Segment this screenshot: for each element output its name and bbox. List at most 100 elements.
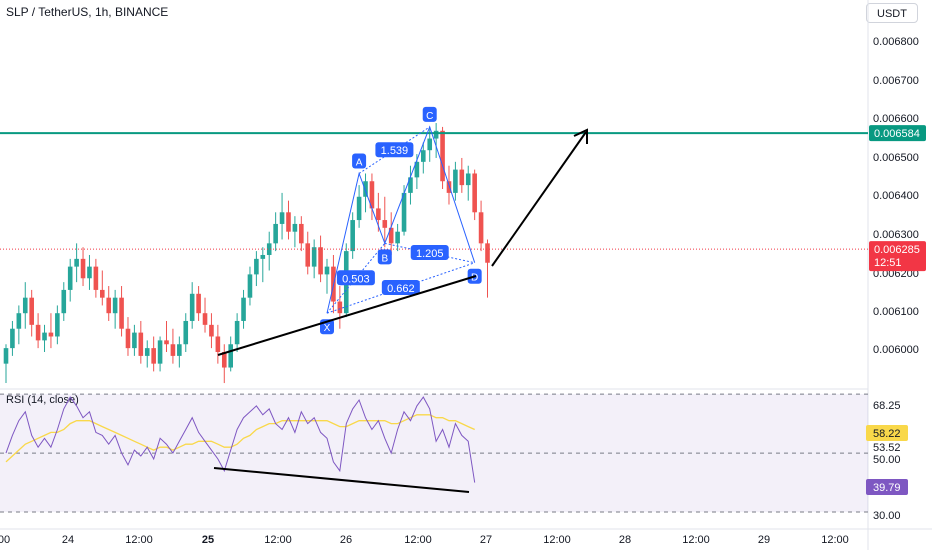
candle-body	[311, 247, 317, 267]
candle-body	[266, 243, 272, 255]
candle-body	[209, 324, 214, 337]
candle-body	[100, 289, 105, 298]
pattern-ratio-badge	[410, 245, 449, 261]
candle-body	[164, 340, 169, 345]
candle-body	[421, 150, 426, 162]
candle-body	[55, 313, 60, 337]
candle-body	[67, 266, 73, 290]
pattern-point-marker	[352, 153, 367, 169]
pattern-point-label: A	[356, 157, 363, 168]
y-tick-label: 0.006800	[873, 36, 919, 48]
candle-body	[395, 231, 400, 244]
candle-body	[35, 324, 41, 341]
candle-body	[472, 173, 477, 213]
candle-body	[61, 289, 67, 314]
x-tick-label: 12:00	[404, 534, 432, 546]
candle-body	[363, 181, 368, 197]
x-tick-label: 28	[619, 534, 631, 546]
candle-body	[305, 243, 311, 267]
candle-body	[286, 212, 291, 232]
rsi-ma-line	[5, 414, 475, 463]
candle-body	[299, 223, 304, 244]
pattern-point-marker	[422, 106, 437, 122]
rsi-value-badge	[866, 479, 908, 495]
pattern-point-label: X	[324, 323, 331, 334]
candle-body	[414, 161, 420, 178]
rsi-ma-value: 58.22	[873, 428, 901, 440]
candle-body	[183, 320, 189, 345]
pattern-ratio-label: 1.539	[381, 145, 409, 157]
candle-body	[485, 243, 490, 263]
candle-body	[356, 196, 362, 221]
projection-arrow	[491, 131, 587, 267]
candle-body	[80, 258, 86, 279]
candle-body	[132, 332, 137, 349]
y-tick-label: 0.006500	[873, 152, 919, 164]
candle-body	[318, 247, 323, 275]
candle-countdown: 12:51	[874, 257, 902, 269]
level-price-badge	[869, 125, 926, 142]
pattern-point-label: D	[471, 273, 478, 284]
current-price-value: 0.006285	[874, 244, 920, 256]
candle-body	[241, 297, 246, 321]
y-tick-label: 0.006400	[873, 190, 919, 202]
candle-body	[144, 348, 150, 356]
price-support-trendline	[217, 275, 477, 356]
symbol-title: SLP / TetherUS, 1h, BINANCE	[6, 5, 169, 19]
level-price-value: 0.006584	[874, 128, 920, 140]
rsi-title: RSI (14, close)	[6, 394, 79, 406]
candle-body	[478, 212, 484, 244]
candle-body	[202, 313, 208, 325]
candle-body	[247, 274, 253, 298]
candle-body	[459, 169, 465, 186]
candle-body	[388, 227, 394, 244]
x-tick-label: 12:00	[821, 534, 849, 546]
candle-body	[465, 173, 471, 186]
candle-body	[119, 297, 124, 329]
candle-body	[337, 301, 343, 314]
x-tick-label: 29	[758, 534, 770, 546]
current-price-badge	[869, 241, 926, 272]
rsi-tick-label: 30.00	[873, 510, 901, 522]
y-tick-label: 0.006700	[873, 75, 919, 87]
candle-body	[376, 208, 381, 221]
candle-body	[350, 220, 355, 252]
rsi-value: 39.79	[873, 482, 901, 494]
candle-body	[453, 169, 458, 193]
x-tick-label: 26	[340, 534, 352, 546]
candle-body	[189, 293, 195, 321]
candle-body	[221, 352, 227, 368]
candle-body	[112, 297, 118, 314]
currency-button[interactable]: USDT	[866, 3, 918, 23]
candle-body	[48, 332, 54, 337]
x-tick-label: 24	[62, 534, 74, 546]
y-tick-label: 0.006100	[873, 306, 919, 318]
projection-arrow-head	[573, 128, 588, 144]
candle-body	[260, 254, 266, 259]
candle-body	[273, 223, 278, 244]
rsi-tick-label: 68.25	[873, 400, 901, 412]
candle-body	[292, 223, 298, 232]
candle-body	[446, 181, 452, 193]
candle-body	[369, 181, 375, 209]
x-tick-label: 12:00	[125, 534, 153, 546]
x-tick-label: 25	[202, 534, 214, 546]
x-tick-label: 12:00	[543, 534, 571, 546]
candle-body	[106, 297, 112, 314]
candle-body	[42, 332, 47, 341]
candle-body	[382, 220, 388, 228]
candle-body	[433, 130, 439, 139]
y-tick-label: 0.006600	[873, 113, 919, 125]
rsi-tick-label: 53.52	[873, 442, 901, 454]
candle-body	[196, 293, 201, 314]
x-tick-label: 12:00	[682, 534, 710, 546]
x-tick-label: 12:00	[264, 534, 292, 546]
pattern-point-label: B	[381, 253, 388, 264]
pattern-ratio-badge	[375, 142, 414, 158]
candle-body	[16, 313, 22, 329]
rsi-line	[5, 396, 476, 483]
candle-body	[228, 344, 233, 368]
candle-body	[401, 192, 407, 232]
